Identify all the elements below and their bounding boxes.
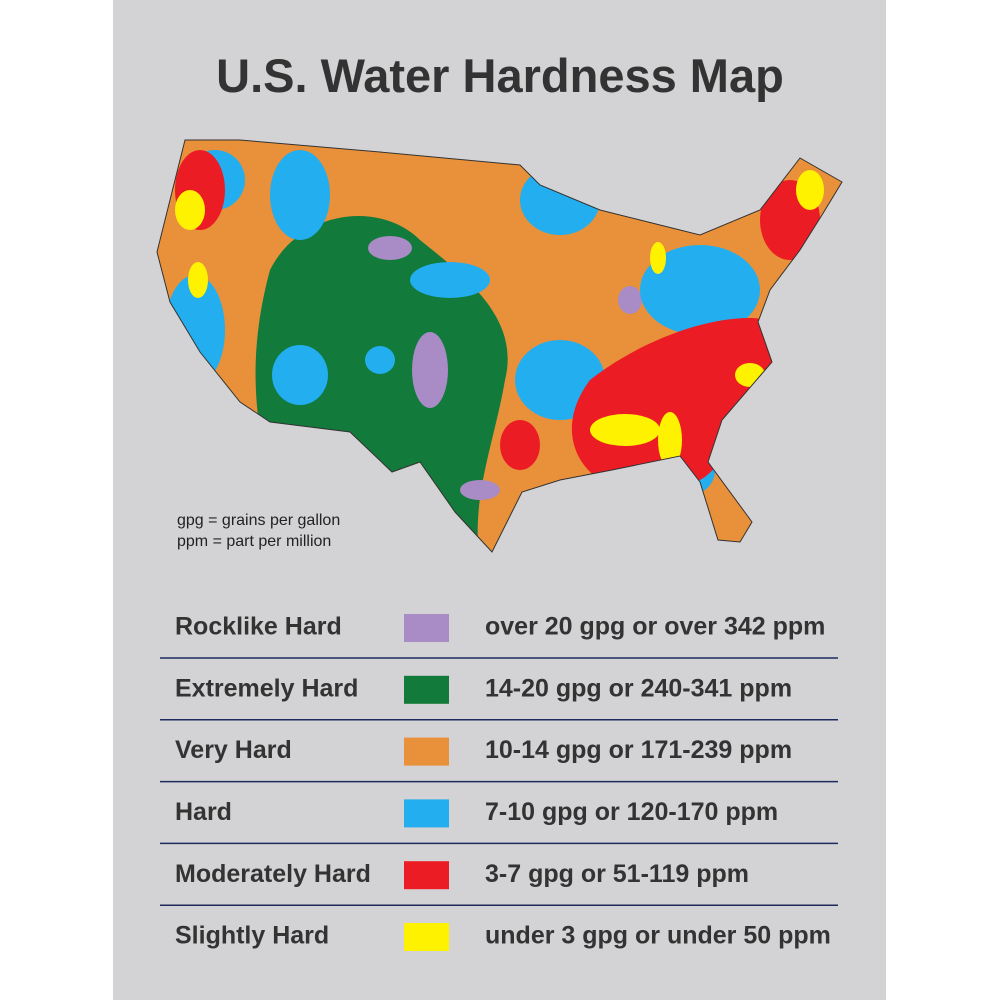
- legend-label: Extremely Hard: [175, 674, 358, 702]
- map-region: [640, 245, 760, 335]
- map-region: [270, 150, 330, 240]
- legend-swatch: [404, 737, 449, 766]
- map-region: [460, 480, 500, 500]
- map-region: [658, 412, 682, 468]
- legend-range: 10-14 gpg or 171-239 ppm: [485, 736, 792, 764]
- legend-label: Very Hard: [175, 736, 292, 764]
- legend-swatch: [404, 861, 449, 890]
- map-region: [500, 420, 540, 470]
- legend-range: 14-20 gpg or 240-341 ppm: [485, 674, 792, 702]
- map-region: [650, 242, 666, 274]
- title: U.S. Water Hardness Map: [216, 49, 784, 102]
- legend-label: Slightly Hard: [175, 922, 329, 950]
- map-region: [410, 262, 490, 298]
- map-region: [590, 414, 660, 446]
- map-region: [618, 286, 642, 314]
- map-region: [175, 190, 205, 230]
- legend-swatch: [404, 923, 449, 951]
- map-region: [796, 170, 824, 210]
- legend-range: under 3 gpg or under 50 ppm: [485, 922, 831, 950]
- map: [157, 140, 842, 552]
- map-region: [520, 165, 600, 235]
- legend-label: Hard: [175, 798, 232, 826]
- legend-swatch: [404, 675, 449, 704]
- legend-label: Moderately Hard: [175, 860, 371, 888]
- map-region: [412, 332, 448, 408]
- map-region: [188, 262, 208, 298]
- note: ppm = part per million: [177, 533, 331, 550]
- note: gpg = grains per gallon: [177, 512, 340, 529]
- legend-range: 7-10 gpg or 120-170 ppm: [485, 798, 778, 826]
- map-region: [365, 346, 395, 374]
- legend-swatch: [404, 799, 449, 828]
- legend-range: 3-7 gpg or 51-119 ppm: [485, 860, 749, 888]
- legend-swatch: [404, 614, 449, 642]
- legend-label: Rocklike Hard: [175, 613, 342, 641]
- map-region: [368, 236, 412, 260]
- map-region: [272, 345, 328, 405]
- legend: Rocklike Hard over 20 gpg or over 342 ppm…: [160, 613, 838, 951]
- legend-range: over 20 gpg or over 342 ppm: [485, 613, 825, 641]
